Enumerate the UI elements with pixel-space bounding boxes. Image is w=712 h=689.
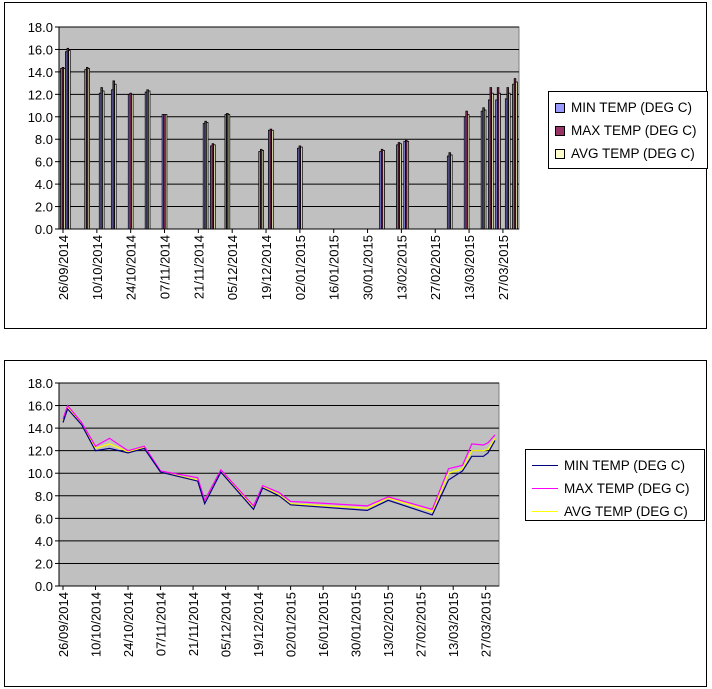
line-chart: 0.0 2.0 4.0 6.0 8.0 10.0 12.0 14.0 16.0 18.0 26/09… bbox=[28, 376, 500, 657]
bar-avg bbox=[508, 92, 511, 230]
legend-label-max: MAX TEMP (DEG C) bbox=[564, 481, 690, 496]
bar-avg bbox=[147, 90, 151, 230]
y-tick-label: 18.0 bbox=[28, 20, 53, 35]
x-tick-label: 26/09/2014 bbox=[56, 592, 71, 657]
x-tick-label: 16/01/2015 bbox=[327, 235, 342, 300]
x-tick-label: 05/12/2014 bbox=[225, 235, 240, 300]
x-tick-label: 26/09/2014 bbox=[56, 235, 71, 300]
y-tick-label: 10.0 bbox=[28, 110, 53, 125]
bar-avg bbox=[206, 121, 209, 230]
legend-item-max: MAX TEMP (DEG C) bbox=[532, 477, 698, 500]
legend-line-min bbox=[532, 465, 558, 466]
x-tick-label: 27/02/2015 bbox=[414, 592, 429, 657]
y-tick-label: 0.0 bbox=[35, 222, 53, 237]
legend-item-avg: AVG TEMP (DEG C) bbox=[555, 142, 701, 165]
legend-label-max: MAX TEMP (DEG C) bbox=[571, 123, 697, 138]
y-tick-label: 4.0 bbox=[35, 534, 53, 549]
legend-swatch-avg bbox=[555, 148, 565, 159]
x-tick-label: 19/12/2014 bbox=[259, 235, 274, 300]
y-tick-label: 10.0 bbox=[28, 466, 53, 481]
x-tick-label: 10/10/2014 bbox=[90, 235, 105, 300]
x-tick-label: 07/11/2014 bbox=[158, 235, 173, 299]
y-tick-label: 6.0 bbox=[35, 511, 53, 526]
y-tick-label: 8.0 bbox=[35, 132, 53, 147]
x-tick-label: 24/10/2014 bbox=[121, 592, 136, 657]
x-tick-label: 30/01/2015 bbox=[349, 592, 364, 657]
plot-area bbox=[58, 26, 520, 230]
y-tick-label: 16.0 bbox=[28, 399, 53, 414]
y-tick-label: 0.0 bbox=[35, 579, 53, 594]
bar-avg bbox=[300, 146, 303, 230]
legend-item-min: MIN TEMP (DEG C) bbox=[555, 96, 701, 119]
bar-avg bbox=[164, 114, 168, 230]
y-tick-label: 18.0 bbox=[28, 376, 53, 391]
bar-avg bbox=[87, 68, 90, 230]
bar-avg bbox=[213, 144, 216, 230]
bar-avg bbox=[102, 90, 105, 230]
bar-avg bbox=[467, 114, 470, 230]
bar-avg bbox=[114, 83, 117, 230]
legend-line-max bbox=[532, 488, 558, 489]
y-tick-label: 8.0 bbox=[35, 489, 53, 504]
series-line-max bbox=[62, 404, 496, 511]
bar-avg bbox=[406, 141, 410, 230]
y-tick-label: 6.0 bbox=[35, 155, 53, 170]
legend-item-max: MAX TEMP (DEG C) bbox=[555, 119, 701, 142]
bar-chart-panel: 0.0 2.0 4.0 6.0 8.0 10.0 12.0 14.0 16.0 18.0 26/09… bbox=[4, 2, 708, 329]
bar-chart: 0.0 2.0 4.0 6.0 8.0 10.0 12.0 14.0 16.0 18.0 26/09… bbox=[28, 20, 520, 300]
legend-label-min: MIN TEMP (DEG C) bbox=[564, 458, 686, 473]
x-tick-label: 05/12/2014 bbox=[219, 592, 234, 657]
x-tick-label: 07/11/2014 bbox=[154, 592, 169, 656]
legend-label-min: MIN TEMP (DEG C) bbox=[571, 100, 693, 115]
x-tick-label: 13/03/2015 bbox=[462, 235, 477, 300]
x-tick-label: 21/11/2014 bbox=[186, 592, 201, 656]
x-tick-label: 19/12/2014 bbox=[251, 592, 266, 657]
line-chart-panel: 0.0 2.0 4.0 6.0 8.0 10.0 12.0 14.0 16.0 18.0 26/09… bbox=[4, 360, 707, 687]
legend-label-avg: AVG TEMP (DEG C) bbox=[564, 504, 688, 519]
plot-area bbox=[58, 382, 500, 587]
bar-avg bbox=[271, 129, 274, 230]
x-tick-label: 02/01/2015 bbox=[284, 592, 299, 657]
bar-chart-legend: MIN TEMP (DEG C) MAX TEMP (DEG C) AVG TE… bbox=[548, 91, 708, 169]
x-tick-label: 13/02/2015 bbox=[381, 592, 396, 657]
bar-avg bbox=[382, 150, 385, 230]
x-tick-label: 16/01/2015 bbox=[316, 592, 331, 657]
y-tick-label: 12.0 bbox=[28, 87, 53, 102]
y-tick-label: 14.0 bbox=[28, 65, 53, 80]
legend-item-avg: AVG TEMP (DEG C) bbox=[532, 500, 698, 523]
legend-line-avg bbox=[532, 511, 558, 512]
x-tick-label: 30/01/2015 bbox=[361, 235, 376, 300]
legend-swatch-min bbox=[555, 102, 565, 113]
bar-avg bbox=[261, 150, 265, 230]
bar-avg bbox=[450, 154, 453, 230]
x-tick-label: 27/03/2015 bbox=[479, 592, 494, 657]
x-tick-label: 10/10/2014 bbox=[89, 592, 104, 657]
bar-avg bbox=[68, 50, 71, 230]
line-chart-legend: MIN TEMP (DEG C) MAX TEMP (DEG C) AVG TE… bbox=[525, 449, 705, 521]
bar-avg bbox=[399, 143, 402, 230]
x-tick-label: 27/03/2015 bbox=[496, 235, 511, 300]
bar-avg bbox=[491, 92, 494, 230]
bar-avg bbox=[498, 92, 501, 230]
y-tick-label: 2.0 bbox=[35, 200, 53, 215]
y-tick-label: 4.0 bbox=[35, 177, 53, 192]
series-line-min bbox=[62, 407, 496, 516]
y-tick-label: 14.0 bbox=[28, 421, 53, 436]
y-tick-label: 2.0 bbox=[35, 556, 53, 571]
legend-item-min: MIN TEMP (DEG C) bbox=[532, 454, 698, 477]
x-tick-label: 13/03/2015 bbox=[446, 592, 461, 657]
x-tick-label: 13/02/2015 bbox=[394, 235, 409, 300]
bar-avg bbox=[515, 81, 518, 230]
legend-swatch-max bbox=[555, 125, 565, 136]
x-tick-label: 02/01/2015 bbox=[293, 235, 308, 300]
x-tick-label: 21/11/2014 bbox=[191, 235, 206, 299]
y-tick-label: 12.0 bbox=[28, 444, 53, 459]
bar-avg bbox=[227, 114, 231, 230]
bar-avg bbox=[131, 93, 134, 230]
x-tick-label: 24/10/2014 bbox=[124, 235, 139, 300]
x-tick-label: 27/02/2015 bbox=[428, 235, 443, 300]
y-tick-label: 16.0 bbox=[28, 42, 53, 57]
legend-label-avg: AVG TEMP (DEG C) bbox=[571, 146, 695, 161]
bar-avg bbox=[483, 109, 487, 230]
